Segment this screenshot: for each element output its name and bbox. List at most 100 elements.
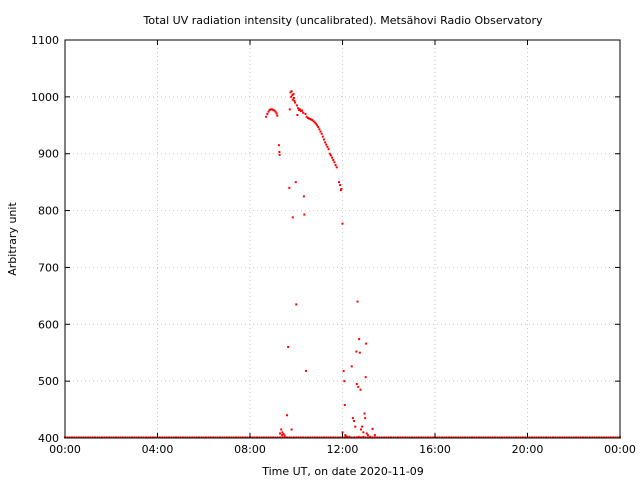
baseline-point	[394, 436, 397, 439]
baseline-point	[579, 436, 582, 439]
data-points	[64, 90, 621, 439]
data-point	[359, 388, 362, 391]
baseline-point	[311, 436, 314, 439]
baseline-point	[218, 436, 221, 439]
baseline-point	[593, 436, 596, 439]
data-point	[273, 109, 276, 112]
baseline-point	[316, 436, 319, 439]
baseline-point	[73, 436, 76, 439]
data-point	[279, 432, 282, 435]
data-point	[302, 195, 305, 198]
data-point	[323, 138, 325, 141]
baseline-point	[565, 436, 568, 439]
baseline-point	[191, 436, 194, 439]
baseline-point	[431, 436, 434, 439]
data-point	[320, 132, 323, 135]
data-point	[266, 112, 269, 115]
baseline-point	[575, 436, 578, 439]
data-point	[355, 350, 358, 353]
data-point	[277, 144, 280, 147]
data-point	[290, 95, 293, 98]
baseline-point	[399, 436, 402, 439]
data-point	[329, 154, 332, 157]
data-point	[358, 338, 361, 341]
baseline-point	[82, 436, 85, 439]
data-point	[274, 110, 277, 113]
data-point	[341, 222, 344, 225]
data-point	[343, 404, 346, 407]
baseline-point	[89, 436, 92, 439]
data-point	[373, 434, 376, 437]
data-point	[325, 143, 328, 146]
baseline-point	[602, 436, 605, 439]
baseline-point	[556, 436, 559, 439]
baseline-point	[510, 436, 513, 439]
baseline-point	[262, 436, 265, 439]
data-point	[343, 380, 346, 383]
baseline-point	[230, 436, 233, 439]
y-tick-label: 500	[38, 375, 59, 388]
data-point	[278, 153, 281, 156]
baseline-point	[366, 436, 369, 439]
data-point	[312, 120, 315, 123]
baseline-point	[498, 436, 501, 439]
baseline-point	[297, 436, 300, 439]
data-point	[267, 110, 270, 113]
data-point	[348, 435, 351, 438]
baseline-point	[614, 436, 617, 439]
data-point	[355, 382, 358, 385]
baseline-point	[119, 436, 122, 439]
baseline-point	[154, 436, 157, 439]
baseline-point	[563, 436, 566, 439]
data-point	[360, 428, 362, 431]
data-point	[369, 435, 372, 438]
data-point	[304, 369, 307, 372]
baseline-point	[121, 436, 124, 439]
x-tick-label: 12:00	[327, 443, 359, 456]
data-point	[292, 96, 295, 99]
y-tick-label: 800	[38, 205, 59, 218]
baseline-point	[609, 436, 612, 439]
data-point	[296, 114, 299, 117]
baseline-point	[514, 436, 517, 439]
baseline-point	[181, 436, 184, 439]
data-point	[326, 145, 329, 148]
baseline-point	[205, 436, 208, 439]
baseline-point	[353, 436, 356, 439]
baseline-point	[281, 436, 284, 439]
baseline-point	[149, 436, 152, 439]
data-point	[269, 108, 272, 111]
y-tick-labels: 400 500 600 700 800 900 1000 1100	[31, 34, 59, 445]
baseline-point	[325, 436, 328, 439]
baseline-point	[466, 436, 469, 439]
data-point	[346, 435, 349, 438]
data-point	[314, 122, 317, 125]
baseline-point	[334, 436, 337, 439]
x-tick-label: 04:00	[142, 443, 174, 456]
data-point	[288, 186, 291, 189]
baseline-point	[138, 436, 140, 439]
baseline-point	[582, 436, 584, 439]
baseline-point	[517, 436, 520, 439]
baseline-point	[443, 436, 446, 439]
x-tick-label: 00:00	[604, 443, 636, 456]
data-point	[303, 213, 306, 216]
data-point	[280, 428, 283, 431]
data-point	[295, 104, 298, 107]
baseline-point	[427, 436, 430, 439]
baseline-point	[415, 436, 418, 439]
baseline-point	[477, 436, 480, 439]
x-tick-label: 16:00	[419, 443, 451, 456]
baseline-point	[538, 436, 541, 439]
baseline-point	[267, 436, 270, 439]
baseline-point	[269, 436, 272, 439]
baseline-point	[309, 436, 312, 439]
data-point	[321, 135, 324, 138]
baseline-point	[572, 436, 575, 439]
baseline-point	[447, 436, 450, 439]
baseline-point	[378, 436, 381, 439]
baseline-point	[260, 436, 263, 439]
data-point	[305, 115, 308, 118]
data-point	[339, 189, 342, 192]
